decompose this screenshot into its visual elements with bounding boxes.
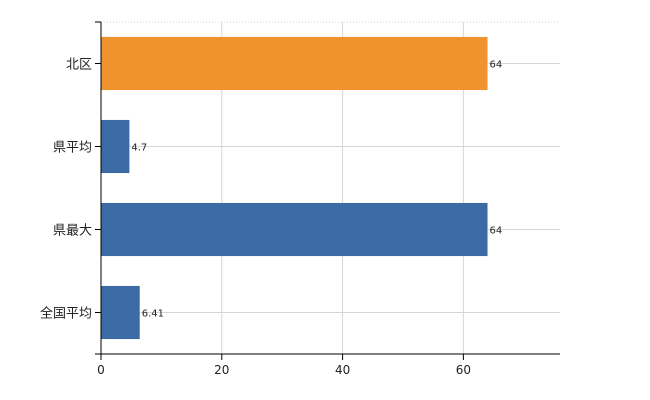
data-label-1: 4.7 [131, 143, 147, 154]
x-tick-label-0: 0 [97, 363, 105, 377]
bar-2 [101, 202, 488, 257]
bar-3 [101, 285, 140, 340]
bar-1 [101, 119, 130, 174]
bars [101, 36, 488, 340]
data-label-3: 6.41 [142, 309, 164, 320]
category-label-3: 全国平均 [40, 306, 92, 322]
x-tick-label-2: 40 [335, 363, 350, 377]
data-label-2: 64 [490, 226, 503, 237]
category-label-0: 北区 [66, 58, 92, 73]
axes [95, 21, 560, 360]
data-label-0: 64 [490, 60, 503, 71]
bar-0 [101, 36, 488, 91]
x-tick-label-3: 60 [456, 363, 471, 377]
x-tick-label-1: 20 [214, 363, 229, 377]
category-label-2: 県最大 [53, 224, 92, 239]
category-label-1: 県平均 [53, 141, 92, 156]
